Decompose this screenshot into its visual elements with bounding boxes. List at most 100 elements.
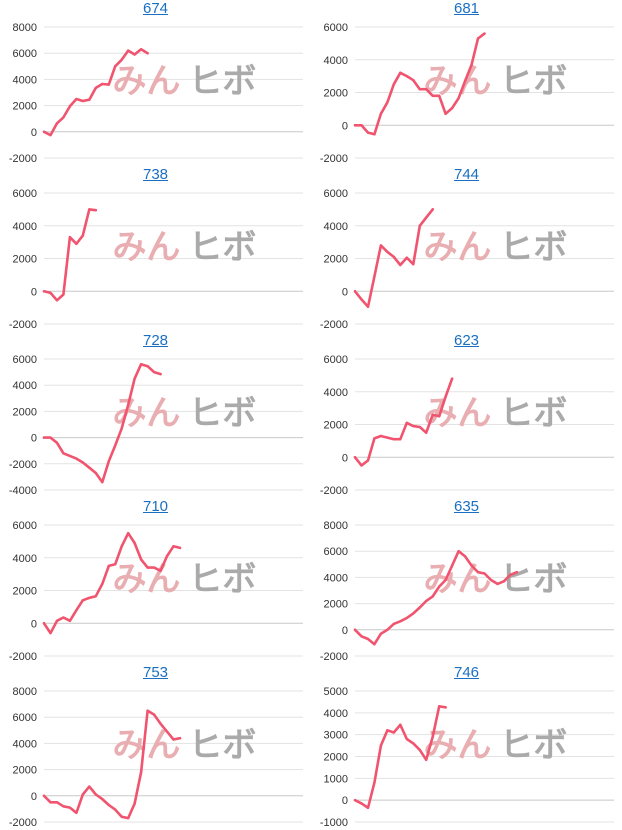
data-point — [133, 802, 136, 805]
chart-panel-681: -2000 0 2000 4000 6000 みん ヒボ 681 — [311, 0, 622, 166]
data-point — [360, 464, 363, 467]
data-point — [146, 566, 149, 569]
chart-panel-710: -2000 0 2000 4000 6000 みん ヒボ 710 — [0, 498, 311, 664]
data-point — [392, 83, 396, 86]
y-tick-label: 6000 — [324, 22, 348, 34]
y-tick-label: 6000 — [324, 546, 348, 558]
y-tick-label: 4000 — [324, 387, 348, 399]
data-point — [55, 619, 59, 622]
data-point — [360, 124, 363, 127]
y-tick-label: 5000 — [324, 686, 348, 698]
chart-panel-738: -2000 0 2000 4000 6000 みん ヒボ 738 — [0, 166, 311, 332]
data-point — [159, 722, 162, 725]
chart-title-link[interactable]: 744 — [453, 166, 480, 183]
y-tick-label: 4000 — [324, 572, 348, 584]
chart-svg: -2000 0 2000 4000 6000 みん ヒボ — [320, 354, 614, 497]
data-point — [139, 771, 143, 774]
y-tick-label: 2000 — [324, 599, 348, 611]
chart-title-link[interactable]: 681 — [453, 0, 480, 17]
chart-title-link[interactable]: 728 — [142, 332, 169, 349]
watermark-kana: みん — [112, 394, 180, 434]
data-point — [88, 596, 91, 600]
data-point — [353, 290, 357, 293]
data-point — [62, 805, 65, 808]
data-point — [418, 748, 421, 752]
chart-title-link[interactable]: 738 — [142, 166, 169, 183]
watermark-latin: ヒボ — [188, 560, 256, 600]
chart-title-link[interactable]: 674 — [142, 0, 169, 17]
y-tick-label: 0 — [31, 286, 37, 298]
y-tick-label: -2000 — [9, 651, 37, 663]
chart-title-link[interactable]: 746 — [453, 664, 480, 681]
watermark-kana: みん — [423, 228, 491, 268]
data-point — [483, 32, 486, 35]
data-point — [88, 785, 91, 788]
data-point — [81, 793, 85, 796]
data-point — [431, 208, 434, 211]
data-point — [437, 585, 441, 588]
chart-title-link[interactable]: 753 — [142, 664, 169, 681]
data-point — [107, 803, 110, 807]
data-point — [94, 793, 98, 796]
data-point — [88, 98, 91, 101]
chart-svg: -2000 0 2000 4000 6000 みん ヒボ — [9, 188, 303, 331]
y-tick-label: -1000 — [320, 817, 348, 829]
data-point — [418, 425, 421, 429]
y-tick-label: 2000 — [13, 765, 37, 777]
data-point — [114, 65, 117, 68]
data-point — [94, 208, 98, 212]
data-point — [94, 86, 98, 90]
data-point — [476, 570, 480, 574]
data-point — [399, 723, 402, 727]
data-point — [353, 798, 357, 802]
chart-title-link[interactable]: 623 — [453, 332, 480, 349]
data-point — [444, 706, 447, 709]
y-tick-label: 3000 — [324, 730, 348, 742]
y-tick-label: 6000 — [13, 48, 37, 60]
y-tick-label: 4000 — [13, 553, 37, 565]
data-point — [75, 97, 78, 101]
y-tick-label: -2000 — [9, 319, 37, 331]
data-point — [55, 801, 59, 804]
chart-title-link[interactable]: 635 — [453, 498, 480, 515]
data-point — [379, 244, 383, 247]
data-point — [42, 290, 46, 293]
data-point — [450, 106, 454, 110]
data-point — [68, 454, 72, 458]
data-point — [450, 377, 454, 380]
data-point — [101, 480, 104, 484]
data-point — [405, 421, 408, 425]
data-point — [431, 413, 434, 416]
data-point — [405, 256, 408, 259]
y-tick-label: 6000 — [13, 354, 37, 366]
data-point — [107, 564, 110, 568]
data-point — [366, 806, 370, 810]
data-point — [152, 713, 156, 716]
data-point — [114, 563, 117, 566]
data-point — [463, 555, 467, 558]
y-tick-label: -2000 — [320, 485, 348, 497]
data-point — [386, 101, 389, 104]
data-point — [107, 83, 110, 86]
data-point — [360, 802, 363, 805]
data-point — [49, 291, 52, 295]
watermark-latin: ヒボ — [188, 62, 256, 102]
data-point — [101, 82, 104, 86]
data-point — [412, 612, 415, 615]
data-point — [353, 628, 357, 631]
data-point — [360, 298, 363, 301]
y-tick-label: 0 — [31, 791, 37, 803]
data-point — [450, 564, 454, 567]
data-point — [42, 622, 46, 625]
data-point — [62, 452, 65, 455]
data-point — [379, 632, 383, 635]
y-tick-label: 0 — [342, 625, 348, 637]
chart-title-link[interactable]: 710 — [142, 498, 169, 515]
data-point — [178, 546, 182, 550]
data-point — [373, 781, 376, 784]
watermark-kana: みん — [423, 394, 491, 434]
watermark-latin: ヒボ — [499, 228, 567, 268]
data-point — [107, 459, 110, 463]
data-point — [101, 797, 104, 801]
